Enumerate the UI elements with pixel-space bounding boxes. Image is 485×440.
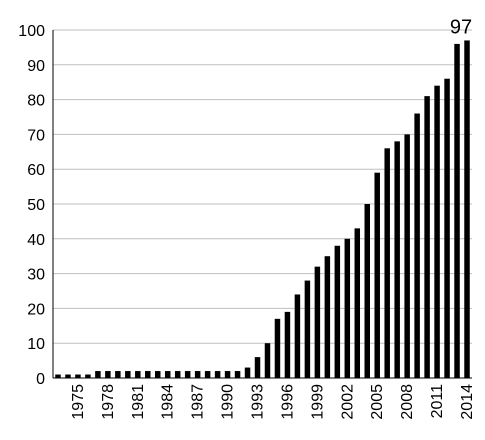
- bar-2010: [424, 96, 430, 379]
- bar-2004: [364, 204, 370, 378]
- bar-1980: [125, 371, 131, 378]
- x-tick-label-1978: 1978: [100, 384, 117, 420]
- bar-1981: [135, 371, 141, 378]
- bar-1973: [55, 374, 61, 378]
- y-tick-label-20: 20: [27, 301, 45, 318]
- data-label-2014: 97: [450, 16, 472, 38]
- bar-1982: [145, 371, 151, 378]
- y-tick-label-60: 60: [27, 162, 45, 179]
- bar-2007: [394, 141, 400, 378]
- y-tick-label-100: 100: [18, 23, 45, 40]
- x-tick-label-2008: 2008: [399, 384, 416, 420]
- bar-1993: [254, 357, 261, 378]
- x-tick-label-2011: 2011: [429, 384, 446, 419]
- bar-1975: [75, 374, 81, 378]
- x-tick-label-1996: 1996: [279, 384, 296, 420]
- bar-2002: [344, 238, 351, 378]
- bar-1979: [115, 371, 121, 378]
- y-tick-label-70: 70: [27, 127, 45, 144]
- bar-1996: [284, 311, 291, 378]
- bar-1978: [105, 371, 111, 378]
- x-tick-label-2002: 2002: [339, 384, 356, 420]
- bar-2005: [374, 172, 380, 378]
- x-tick-label-1999: 1999: [309, 384, 326, 420]
- bar-1987: [194, 371, 201, 378]
- bar-1989: [214, 371, 221, 378]
- bar-1984: [164, 371, 171, 378]
- x-tick-label-1987: 1987: [190, 384, 207, 420]
- bar-1997: [294, 294, 301, 378]
- bar-2013: [454, 43, 460, 379]
- bar-2000: [324, 256, 331, 378]
- x-tick-label-2014: 2014: [459, 384, 476, 420]
- data-labels: 97: [450, 16, 472, 38]
- bar-1985: [174, 371, 181, 378]
- x-tick-label-1993: 1993: [250, 384, 267, 420]
- bar-1998: [304, 280, 311, 378]
- bar-2008: [404, 134, 410, 378]
- bar-1992: [244, 367, 251, 378]
- bar-1974: [65, 374, 71, 378]
- x-tick-label-1975: 1975: [70, 384, 87, 420]
- y-tick-label-90: 90: [27, 58, 45, 75]
- x-tick-label-1984: 1984: [160, 384, 177, 420]
- bar-2001: [334, 245, 341, 378]
- x-tick-label-1981: 1981: [130, 384, 147, 420]
- y-tick-label-0: 0: [36, 371, 45, 388]
- bar-1976: [85, 374, 91, 378]
- bar-2006: [384, 148, 390, 378]
- gridlines: [53, 29, 472, 344]
- bar-1994: [264, 343, 271, 378]
- bar-1986: [184, 371, 191, 378]
- bar-1991: [234, 371, 241, 378]
- y-tick-label-30: 30: [27, 267, 45, 284]
- bar-1983: [155, 371, 161, 378]
- y-tick-label-80: 80: [27, 93, 45, 110]
- x-tick-label-2005: 2005: [369, 384, 386, 420]
- x-axis-tick-labels: 1975 1978 1981 1984 1987 1990 1993 1996 1999 2002…: [70, 384, 476, 420]
- y-axis-tick-labels: 0 10 20 30 40 50 60 70 80 90 100: [18, 23, 45, 388]
- y-tick-label-40: 40: [27, 232, 45, 249]
- y-tick-label-10: 10: [27, 336, 45, 353]
- bar-1977: [95, 371, 101, 378]
- bar-1990: [224, 371, 231, 378]
- bar-1999: [314, 266, 321, 378]
- bar-2014: [464, 40, 470, 378]
- bar-1988: [204, 371, 211, 378]
- bars: [55, 40, 470, 379]
- bar-1995: [274, 318, 281, 378]
- bar-2003: [354, 228, 361, 378]
- bar-2012: [444, 78, 450, 378]
- bar-2009: [414, 113, 420, 379]
- x-tick-label-1990: 1990: [220, 384, 237, 420]
- bar-2011: [434, 85, 440, 379]
- y-tick-label-50: 50: [27, 197, 45, 214]
